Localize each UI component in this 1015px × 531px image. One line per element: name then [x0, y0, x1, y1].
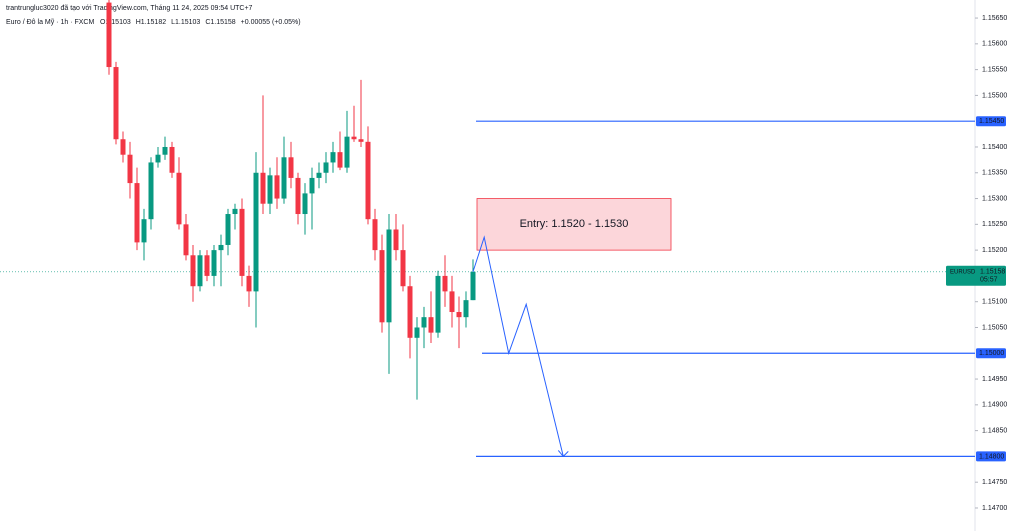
- y-tick-label: 1.14750: [982, 479, 1007, 486]
- candle-body: [414, 327, 420, 338]
- candle-body: [162, 146, 168, 155]
- y-tick-label: 1.15250: [982, 221, 1007, 228]
- symbol: Euro / Đô la Mỹ · 1h · FXCM: [6, 19, 94, 26]
- candle-body: [435, 275, 441, 333]
- y-tick-label: 1.15400: [982, 144, 1007, 151]
- y-tick-label: 1.15600: [982, 41, 1007, 48]
- candle-body: [141, 219, 147, 243]
- candle-body: [428, 317, 434, 333]
- ohlc-value: +0.00055 (+0.05%): [241, 19, 301, 26]
- candle-body: [113, 67, 119, 140]
- entry-label: Entry: 1.1520 - 1.1530: [520, 218, 629, 230]
- candle-body: [120, 139, 126, 155]
- candle-body: [463, 300, 469, 318]
- candle-body: [260, 172, 266, 204]
- y-tick-label: 1.14900: [982, 402, 1007, 409]
- candle-body: [281, 157, 287, 199]
- y-tick-label: 1.15200: [982, 247, 1007, 254]
- level-label-box: [976, 348, 1006, 359]
- candle-body: [442, 275, 448, 292]
- candle-body: [106, 2, 112, 68]
- ohlc-value: O1.15103: [100, 19, 131, 26]
- y-tick-label: 1.14700: [982, 505, 1007, 512]
- candle-body: [246, 275, 252, 292]
- level-label-box: [976, 116, 1006, 127]
- candle-body: [323, 162, 329, 173]
- candle-body: [358, 139, 364, 142]
- ohlc-value: L1.15103: [171, 19, 200, 26]
- candle-body: [232, 208, 238, 215]
- last-price-label: 1.15158: [980, 269, 1005, 276]
- countdown: 05:57: [980, 277, 998, 284]
- candle-body: [218, 244, 224, 251]
- y-tick-label: 1.15550: [982, 66, 1007, 73]
- candle-body: [274, 175, 280, 199]
- candle-body: [309, 177, 315, 194]
- candle-body: [267, 175, 273, 204]
- candle-body: [127, 154, 133, 184]
- y-tick-label: 1.15650: [982, 15, 1007, 22]
- y-tick-label: 1.15500: [982, 92, 1007, 99]
- ohlc-value: H1.15182: [136, 19, 166, 26]
- candle-body: [155, 154, 161, 163]
- candle-body: [183, 224, 189, 256]
- candle-body: [253, 172, 259, 292]
- candle-body: [470, 271, 476, 301]
- credit: trantrungluc3020 đã tạo với TradingView.…: [6, 5, 253, 12]
- y-tick-label: 1.15100: [982, 299, 1007, 306]
- candle-body: [190, 255, 196, 287]
- candle-body: [365, 141, 371, 220]
- y-tick-label: 1.14950: [982, 376, 1007, 383]
- projection-path: [472, 235, 564, 457]
- candle-body: [302, 193, 308, 215]
- candle-body: [197, 255, 203, 287]
- candle-body: [169, 146, 175, 173]
- candle-body: [148, 162, 154, 220]
- y-tick-label: 1.14850: [982, 427, 1007, 434]
- candle-body: [421, 317, 427, 328]
- candle-body: [456, 312, 462, 318]
- candle-body: [316, 172, 322, 178]
- candle-body: [330, 152, 336, 163]
- y-tick-label: 1.15350: [982, 170, 1007, 177]
- candle-body: [337, 152, 343, 168]
- candle-body: [204, 255, 210, 276]
- entry-zone: [476, 198, 672, 251]
- candle-body: [407, 286, 413, 338]
- level-label-box: [976, 451, 1006, 462]
- projection-arrow: [557, 450, 569, 458]
- candle-body: [288, 157, 294, 178]
- candle-body: [134, 183, 140, 243]
- candle-body: [211, 250, 217, 276]
- last-price-symbol: EURUSD: [950, 269, 976, 275]
- candle-body: [239, 208, 245, 276]
- candle-body: [449, 291, 455, 313]
- level-label: 1.15000: [979, 350, 1004, 357]
- level-label: 1.15450: [979, 118, 1004, 125]
- y-tick-label: 1.15050: [982, 324, 1007, 331]
- level-label: 1.14800: [979, 453, 1004, 460]
- candle-body: [372, 219, 378, 251]
- y-tick-label: 1.15300: [982, 195, 1007, 202]
- candle-body: [344, 136, 350, 168]
- candle-body: [351, 136, 357, 140]
- ohlc-value: C1.15158: [205, 19, 235, 26]
- candle-body: [379, 250, 385, 323]
- candle-body: [386, 229, 392, 323]
- candle-body: [295, 177, 301, 215]
- candle-body: [225, 214, 231, 245]
- candle-body: [400, 250, 406, 287]
- last-price-box: [946, 265, 1006, 286]
- candle-body: [393, 229, 399, 251]
- candle-body: [176, 172, 182, 225]
